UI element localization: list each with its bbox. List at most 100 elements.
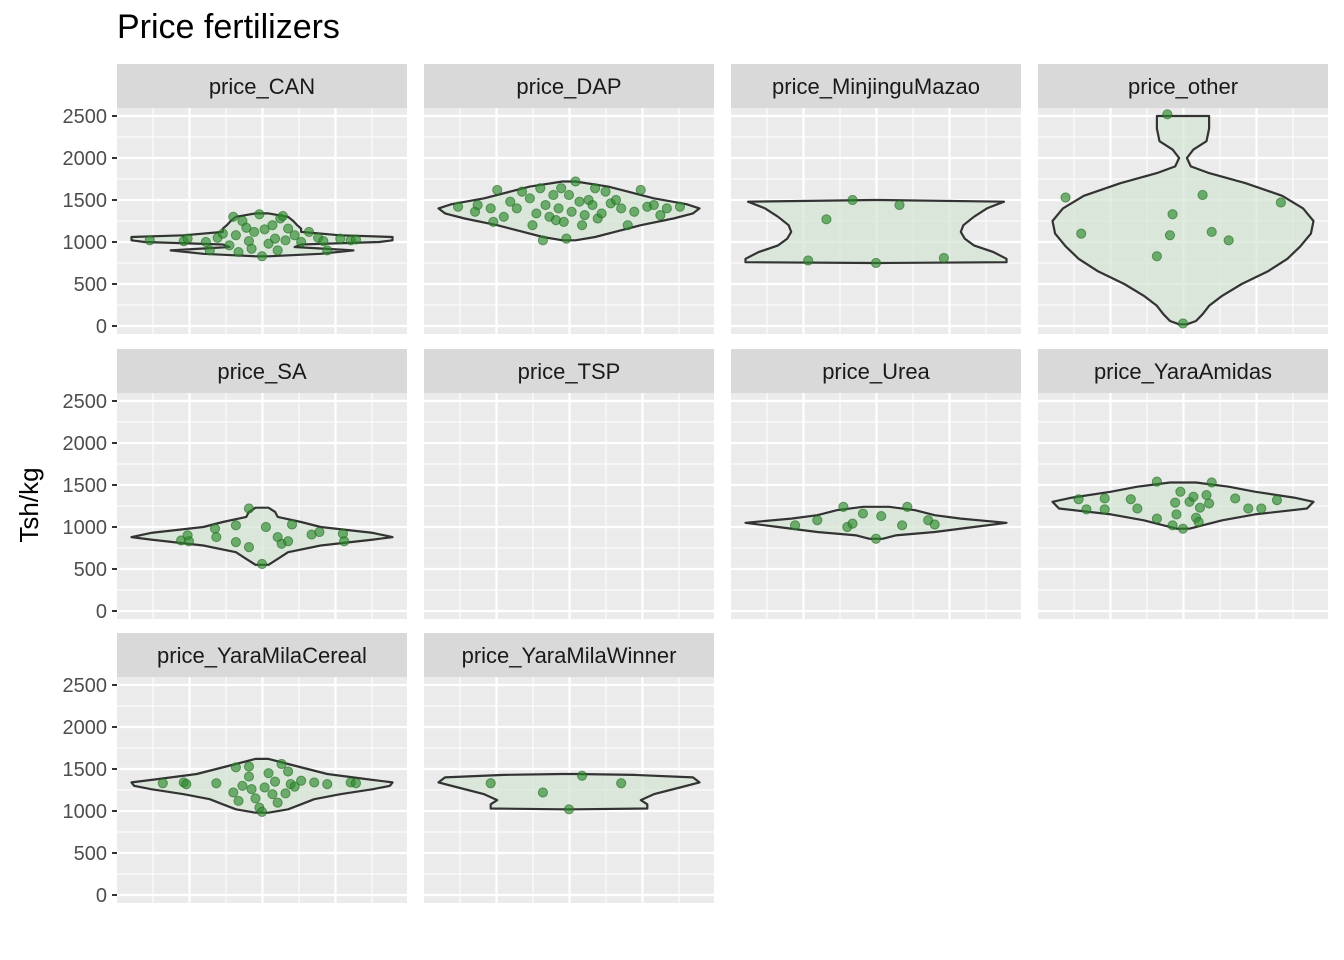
- facet-strip: [117, 64, 407, 108]
- data-point: [789, 520, 801, 531]
- data-point: [1256, 503, 1267, 514]
- data-point: [230, 230, 241, 241]
- data-point: [230, 537, 241, 548]
- data-point: [283, 536, 294, 547]
- data-point: [1175, 486, 1186, 497]
- data-point: [322, 779, 333, 790]
- data-point: [870, 257, 882, 269]
- data-point: [249, 226, 260, 238]
- data-point: [243, 761, 255, 772]
- facet-label: price_CAN: [209, 74, 315, 99]
- y-tick-label: 500: [74, 274, 107, 296]
- data-point: [1206, 226, 1217, 238]
- data-point: [241, 222, 252, 233]
- y-tick-label: 2500: [63, 675, 108, 697]
- data-point: [847, 518, 858, 529]
- data-point: [211, 778, 222, 789]
- violin-shape: [130, 506, 394, 566]
- facet-strip: [1038, 64, 1328, 108]
- data-point: [289, 230, 300, 241]
- data-point: [847, 194, 858, 206]
- data-point: [563, 804, 575, 815]
- data-point: [228, 787, 239, 798]
- data-point: [1188, 491, 1199, 502]
- violin-shape: [437, 772, 701, 811]
- data-point: [540, 199, 551, 211]
- data-point: [452, 201, 464, 212]
- data-point: [876, 510, 887, 522]
- facet-panel: price_SA 0 500 1000 1500 2000 2500: [63, 349, 407, 623]
- data-point: [472, 199, 483, 211]
- y-tick-label: 2000: [63, 433, 108, 455]
- data-point: [272, 797, 283, 808]
- facet-panel: price_YaraMilaCereal 0 500 1000 1500 2000 2500: [63, 633, 407, 907]
- data-point: [600, 186, 611, 197]
- data-point: [276, 758, 287, 770]
- data-point: [254, 209, 265, 220]
- facet-strip: [731, 349, 1021, 393]
- data-point: [269, 776, 281, 787]
- data-point: [1151, 251, 1163, 262]
- data-point: [283, 766, 294, 777]
- violin-shape: [1051, 481, 1315, 530]
- data-point: [812, 515, 823, 526]
- data-point: [537, 787, 549, 798]
- data-point: [938, 252, 949, 264]
- facet-panel: price_TSP: [424, 349, 714, 619]
- data-point: [1081, 504, 1092, 515]
- data-point: [498, 211, 509, 222]
- data-point: [1167, 520, 1178, 531]
- data-point: [1099, 504, 1110, 515]
- data-point: [629, 206, 640, 217]
- facet-panel: price_MinjinguMazao: [731, 64, 1021, 334]
- facet-strip: [731, 64, 1021, 108]
- data-point: [1060, 192, 1071, 203]
- data-point: [576, 220, 588, 231]
- y-tick-label: 1000: [63, 232, 108, 254]
- data-point: [259, 224, 270, 235]
- data-point: [243, 542, 255, 553]
- facet-panel: price_YaraAmidas: [1038, 349, 1328, 619]
- chart-title: Price fertilizers: [117, 8, 340, 46]
- data-point: [511, 203, 522, 214]
- data-point: [350, 234, 362, 245]
- data-point: [524, 193, 535, 204]
- data-point: [1197, 189, 1208, 201]
- data-point: [280, 235, 291, 246]
- data-point: [1243, 503, 1254, 514]
- y-tick-label: 0: [96, 316, 107, 338]
- data-point: [181, 779, 192, 790]
- data-point: [1162, 109, 1173, 120]
- data-point: [1164, 230, 1176, 241]
- facet-label: price_Urea: [822, 359, 930, 384]
- facet-label: price_YaraAmidas: [1094, 359, 1272, 384]
- data-point: [318, 236, 329, 247]
- data-point: [558, 216, 569, 227]
- data-point: [1204, 498, 1215, 509]
- data-point: [289, 781, 300, 792]
- facet-panel: price_other: [1038, 64, 1328, 334]
- data-point: [1206, 477, 1217, 488]
- y-tick-label: 0: [96, 885, 107, 907]
- data-point: [1167, 209, 1178, 220]
- violin-shape: [744, 505, 1008, 540]
- data-point: [200, 236, 211, 248]
- data-point: [322, 245, 333, 256]
- data-point: [576, 770, 588, 781]
- y-tick-label: 0: [96, 601, 107, 623]
- data-point: [246, 784, 257, 795]
- data-point: [674, 201, 686, 212]
- data-point: [838, 501, 849, 512]
- data-point: [1073, 494, 1084, 505]
- data-point: [897, 520, 908, 531]
- data-point: [217, 228, 228, 239]
- data-point: [309, 777, 320, 788]
- data-point: [182, 233, 193, 244]
- data-point: [566, 206, 577, 217]
- data-point: [259, 782, 270, 793]
- facet-panel: price_Urea: [731, 349, 1021, 619]
- data-point: [272, 245, 283, 256]
- data-point: [590, 183, 601, 194]
- facet-label: price_DAP: [516, 74, 621, 99]
